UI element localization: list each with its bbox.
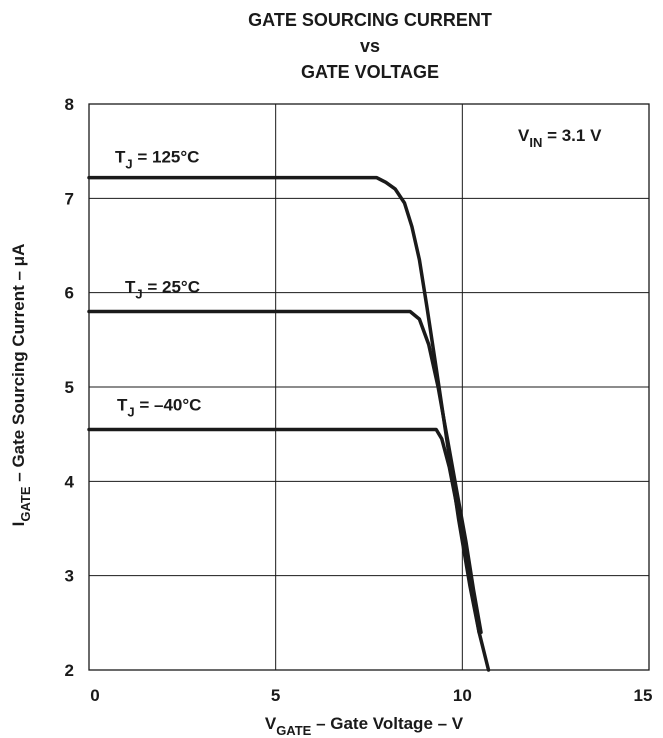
series-line-0 [87,175,491,672]
series-label-sub: J [125,157,132,172]
x-axis-label: VGATE – Gate Voltage – V [265,714,464,738]
series-label-main: T [125,278,136,297]
series-label-rest: = 125°C [133,148,200,167]
series-label-2: TJ = –40°C [117,395,201,419]
y-tick-label: 3 [65,567,74,586]
series-labels: TJ = 125°CTJ = 25°CTJ = –40°C [115,148,201,420]
x-tick-label: 0 [90,686,99,705]
series-label-main: T [115,148,126,167]
series-label-1: TJ = 25°C [125,278,200,302]
y-axis-label: IGATE – Gate Sourcing Current – μA [9,244,33,527]
series-label-sub: J [135,287,142,302]
series-label-rest: = 25°C [143,278,200,297]
series-line-1 [87,309,483,635]
x-tick-label: 5 [271,686,280,705]
x-tick-label: 15 [634,686,653,705]
series-label-sub: J [127,404,134,419]
title-line-2: vs [360,36,380,56]
y-axis-label-main: I [9,522,28,527]
x-axis-label-sub: GATE [276,723,311,738]
y-tick-label: 8 [65,95,74,114]
series-line-2 [87,427,481,635]
chart-title: GATE SOURCING CURRENT vs GATE VOLTAGE [248,10,492,82]
series-label-0: TJ = 125°C [115,148,199,172]
y-axis-label-sub: GATE [18,486,33,521]
series-label-rest: = –40°C [135,395,202,414]
series-label-main: T [117,395,128,414]
y-tick-label: 6 [65,284,74,303]
vin-main: V [518,126,530,145]
y-tick-label: 7 [65,189,74,208]
y-tick-label: 2 [65,661,74,680]
vin-rest: = 3.1 V [542,126,602,145]
y-tick-labels: 2 3 4 5 6 7 8 [65,95,75,680]
x-axis-label-main: V [265,714,277,733]
grid [88,103,650,671]
plot-frame [88,103,650,671]
y-tick-label: 5 [65,378,74,397]
y-tick-label: 4 [65,472,75,491]
title-line-1: GATE SOURCING CURRENT [248,10,492,30]
y-axis-label-rest: – Gate Sourcing Current – μA [9,244,28,487]
x-tick-labels: 0 5 10 15 [90,686,652,705]
series-lines [87,175,491,672]
vin-annotation: VIN = 3.1 V [518,126,602,150]
x-axis-label-rest: – Gate Voltage – V [311,714,463,733]
title-line-3: GATE VOLTAGE [301,62,439,82]
x-tick-label: 10 [453,686,472,705]
vin-sub: IN [529,135,542,150]
